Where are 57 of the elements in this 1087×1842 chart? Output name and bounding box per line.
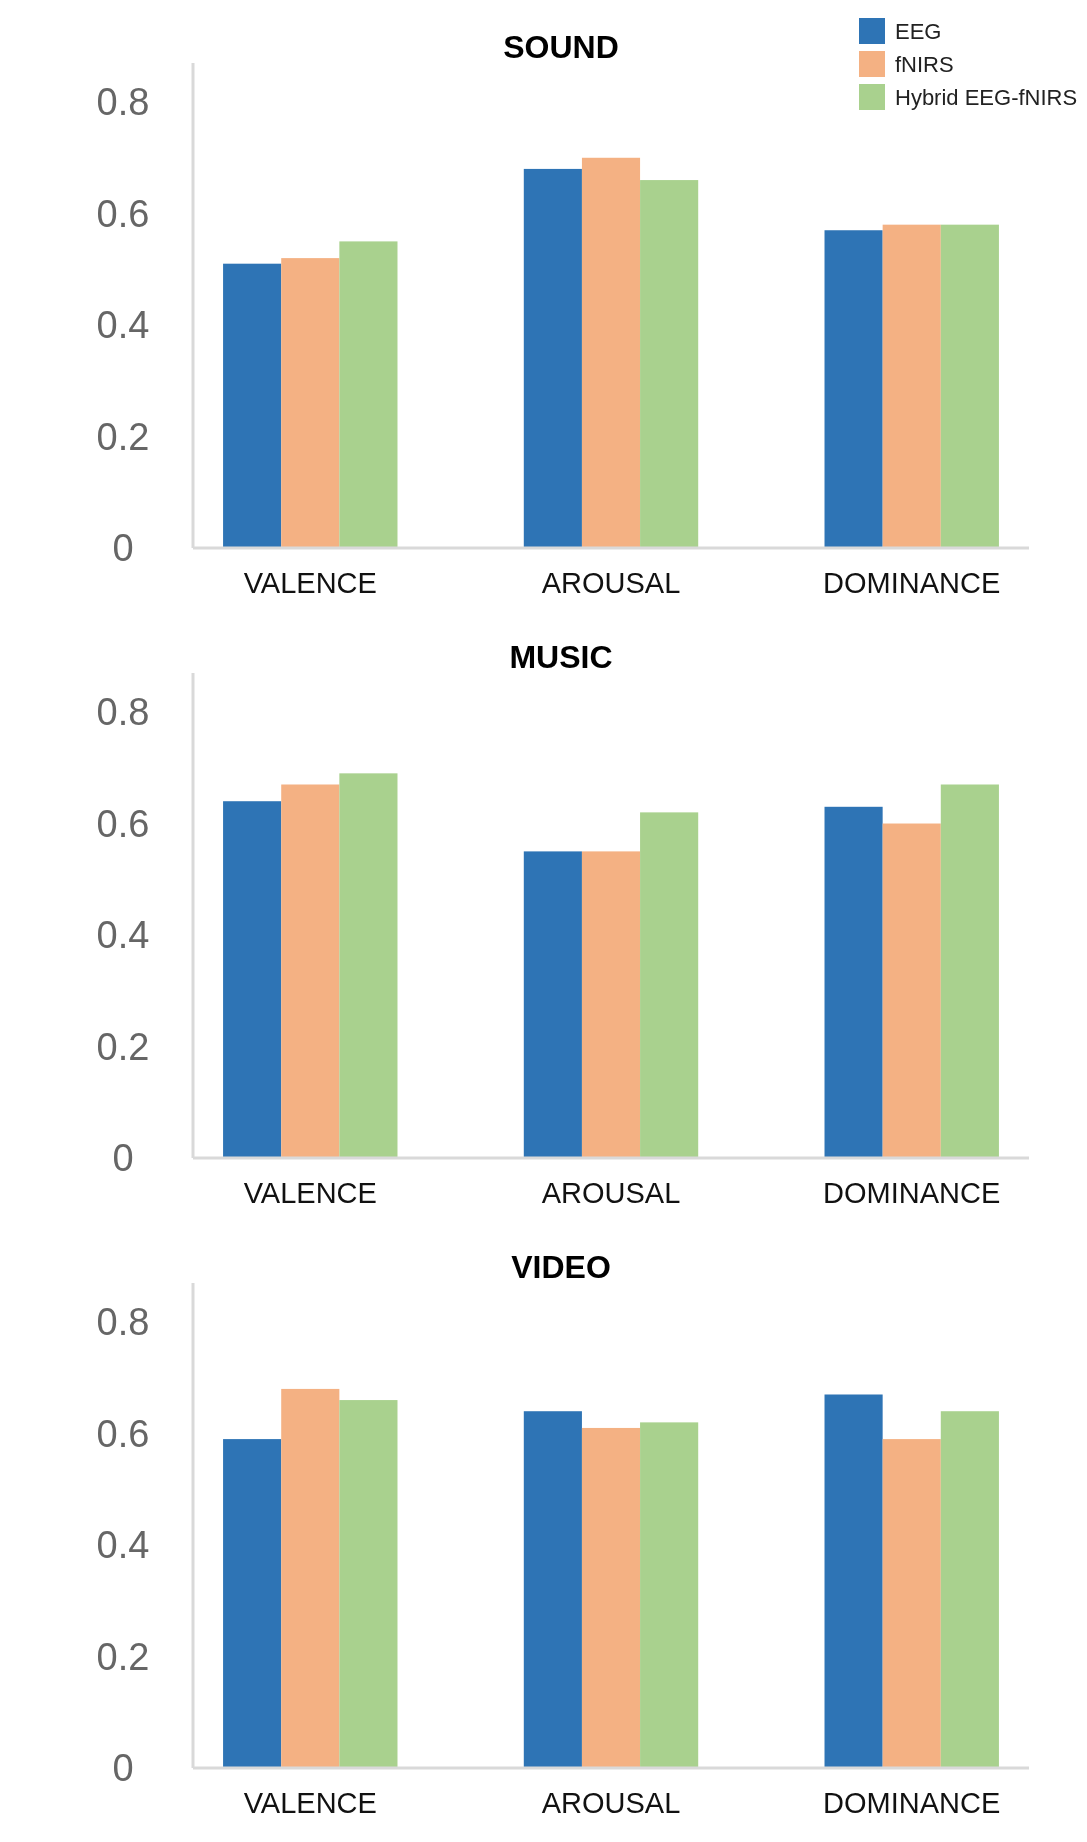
bar (223, 801, 282, 1158)
bar (940, 224, 999, 548)
bar (523, 168, 582, 548)
y-tick-label: 0.6 (96, 192, 150, 235)
x-tick-label: VALENCE (243, 1177, 377, 1209)
bar (339, 773, 398, 1158)
bar (824, 1394, 883, 1768)
bar (281, 784, 340, 1158)
bar (281, 258, 340, 548)
x-tick-label: AROUSAL (541, 1787, 681, 1819)
bar (824, 230, 883, 548)
chart-title: SOUND (503, 29, 619, 65)
legend-label: EEG (895, 18, 942, 44)
x-tick-label: DOMINANCE (823, 1177, 1001, 1209)
bar (281, 1388, 340, 1768)
y-tick-label: 0 (112, 1137, 134, 1180)
x-tick-label: DOMINANCE (823, 1787, 1001, 1819)
bar (640, 1422, 699, 1768)
chart-title: MUSIC (509, 639, 613, 675)
y-tick-label: 0 (112, 527, 134, 570)
x-tick-label: DOMINANCE (823, 567, 1001, 599)
bar (223, 263, 282, 548)
bar (824, 806, 883, 1158)
chart-title: VIDEO (511, 1249, 611, 1285)
bar (523, 1411, 582, 1768)
y-tick-label: 0 (112, 1747, 134, 1790)
bar (339, 241, 398, 548)
bar (523, 851, 582, 1158)
bar (882, 224, 941, 548)
x-tick-label: AROUSAL (541, 1177, 681, 1209)
bar (223, 1439, 282, 1768)
legend-label: Hybrid EEG-fNIRS (895, 84, 1078, 110)
legend-label: fNIRS (895, 51, 954, 77)
x-tick-label: AROUSAL (541, 567, 681, 599)
y-tick-label: 0.6 (96, 1412, 150, 1455)
bar (581, 851, 641, 1158)
bar (882, 1439, 941, 1768)
y-tick-label: 0.2 (96, 415, 150, 458)
bar (581, 157, 641, 548)
y-tick-label: 0.2 (96, 1025, 150, 1068)
y-tick-label: 0.8 (96, 1301, 150, 1344)
bar (640, 812, 699, 1158)
x-tick-label: VALENCE (243, 1787, 377, 1819)
y-tick-label: 0.2 (96, 1635, 150, 1678)
bar (581, 1427, 641, 1768)
y-tick-label: 0.8 (96, 81, 150, 124)
y-tick-label: 0.4 (96, 304, 150, 347)
x-tick-label: VALENCE (243, 567, 377, 599)
bar (640, 180, 699, 548)
y-tick-label: 0.4 (96, 914, 150, 957)
bar (940, 1411, 999, 1768)
y-tick-label: 0.6 (96, 802, 150, 845)
bar (882, 823, 941, 1158)
y-tick-label: 0.4 (96, 1524, 150, 1567)
bar (940, 784, 999, 1158)
bar (339, 1400, 398, 1768)
y-tick-label: 0.8 (96, 691, 150, 734)
